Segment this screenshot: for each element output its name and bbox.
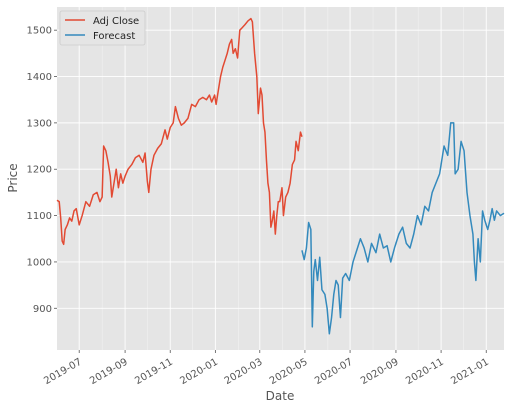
- x-tick-label: 2019-07: [42, 357, 84, 387]
- series-lines: [56, 17, 505, 335]
- x-tick-label: 2021-01: [449, 357, 491, 387]
- series-line-adj-close: [56, 17, 303, 246]
- y-axis-label: Price: [6, 163, 20, 192]
- y-tick-label: 900: [33, 304, 52, 315]
- x-tick-label: 2020-11: [404, 357, 446, 387]
- legend: Adj Close Forecast: [59, 10, 146, 46]
- series-line-forecast: [301, 122, 505, 335]
- y-tick-label: 1000: [27, 257, 52, 268]
- x-tick-label: 2019-09: [88, 357, 130, 387]
- y-tick-label: 1100: [27, 211, 52, 222]
- x-tick-label: 2020-09: [359, 357, 401, 387]
- y-tick-label: 1300: [27, 118, 52, 129]
- x-axis-label: Date: [266, 389, 295, 403]
- legend-label-forecast: Forecast: [93, 31, 135, 42]
- y-tick-label: 1200: [27, 165, 52, 176]
- x-tick-label: 2020-03: [223, 357, 265, 387]
- x-tick-label: 2020-01: [178, 357, 220, 387]
- y-tick-label: 1500: [27, 26, 52, 37]
- plot-background: [57, 7, 504, 350]
- x-tick-label: 2020-05: [268, 357, 310, 387]
- x-tick-label: 2020-07: [313, 357, 355, 387]
- x-tick-label: 2019-11: [133, 357, 175, 387]
- y-tick-label: 1400: [27, 72, 52, 83]
- legend-label-adj-close: Adj Close: [93, 16, 139, 27]
